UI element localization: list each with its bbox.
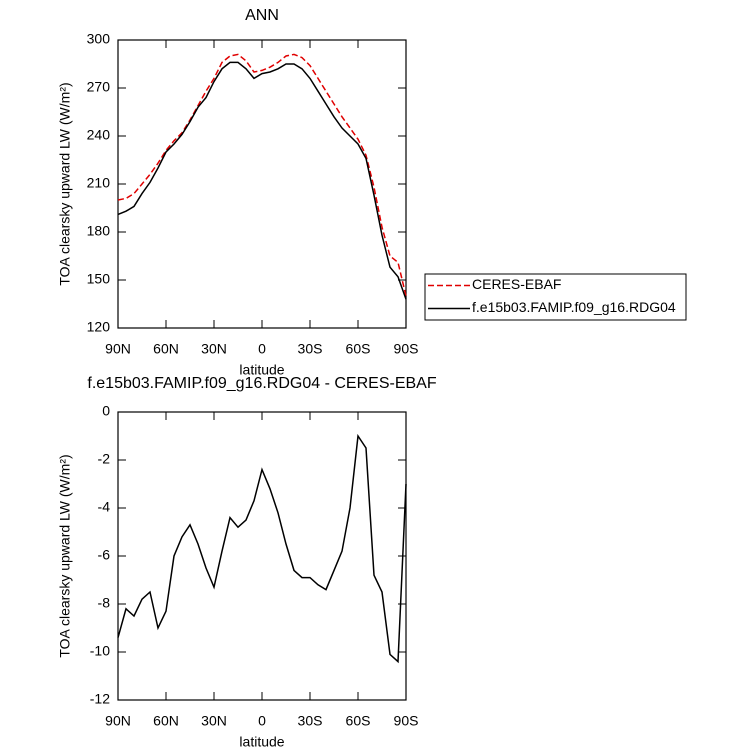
x-tick-label: 30N [201, 713, 227, 729]
series-line [117, 61, 407, 300]
x-tick-label: 60N [153, 341, 179, 357]
x-tick-label: 60S [346, 713, 371, 729]
x-tick-label: 90S [394, 341, 419, 357]
y-tick-label: 120 [87, 319, 111, 335]
y-tick-label: 180 [87, 223, 111, 239]
plot-frame [117, 39, 407, 329]
y-tick-label: 210 [87, 175, 111, 191]
y-tick-label: 150 [87, 271, 111, 287]
y-tick-label: 240 [87, 127, 111, 143]
x-tick-label: 30N [201, 341, 227, 357]
y-tick-label: -12 [90, 691, 110, 707]
y-tick-label: 0 [102, 403, 110, 419]
x-tick-label: 90N [105, 713, 131, 729]
chart-title: ANN [245, 7, 279, 24]
x-tick-label: 90N [105, 341, 131, 357]
y-tick-label: -10 [90, 643, 110, 659]
x-tick-label: 30S [298, 713, 323, 729]
y-tick-label: 270 [87, 79, 111, 95]
y-tick-label: -4 [98, 499, 111, 515]
y-tick-label: -2 [98, 451, 111, 467]
y-tick-label: 300 [87, 31, 111, 47]
legend-label: f.e15b03.FAMIP.f09_g16.RDG04 [472, 299, 676, 315]
plot-frame [117, 411, 407, 701]
y-axis-label: TOA clearsky upward LW (W/m²) [57, 82, 73, 285]
y-tick-label: -8 [98, 595, 111, 611]
series-line [117, 53, 407, 297]
y-axis-label: TOA clearsky upward LW (W/m²) [57, 454, 73, 657]
x-tick-label: 0 [258, 341, 266, 357]
x-tick-label: 30S [298, 341, 323, 357]
x-axis-label: latitude [239, 734, 284, 750]
x-tick-label: 60N [153, 713, 179, 729]
x-tick-label: 90S [394, 713, 419, 729]
x-tick-label: 0 [258, 713, 266, 729]
legend-box [424, 273, 687, 321]
series-line [117, 433, 407, 664]
y-tick-label: -6 [98, 547, 111, 563]
x-axis-label: latitude [239, 362, 284, 378]
legend-label: CERES-EBAF [472, 276, 561, 292]
chart-title: f.e15b03.FAMIP.f09_g16.RDG04 - CERES-EBA… [87, 375, 436, 392]
x-tick-label: 60S [346, 341, 371, 357]
